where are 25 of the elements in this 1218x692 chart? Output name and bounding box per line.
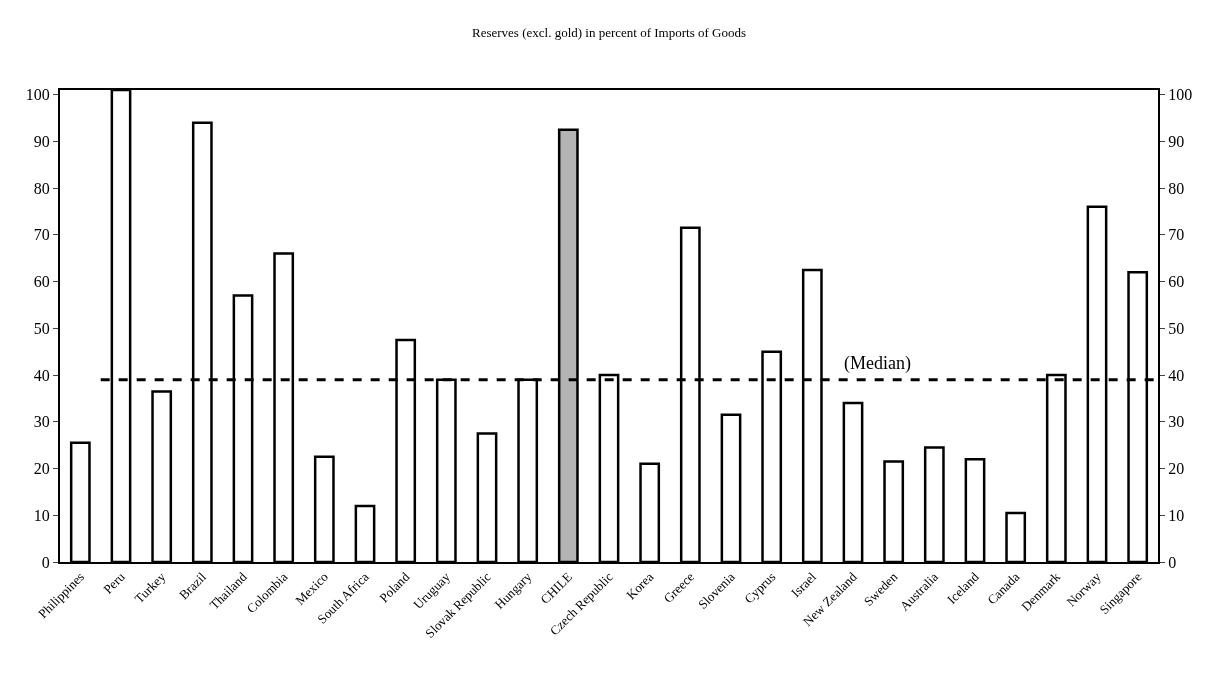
y2-tick-label: 40: [1168, 366, 1185, 384]
y2-tick-label: 50: [1168, 319, 1185, 337]
y-tick-label: 70: [33, 226, 50, 244]
y2-tick-label: 20: [1168, 460, 1185, 478]
y-tick-label: 0: [41, 553, 50, 571]
y2-tick-label: 0: [1168, 553, 1177, 571]
y2-tick-label: 80: [1168, 179, 1185, 197]
y-tick-label: 90: [33, 133, 50, 151]
y2-tick-label: 30: [1168, 413, 1185, 431]
y2-tick-label: 10: [1168, 506, 1185, 524]
ref-line-label: (Median): [844, 353, 911, 374]
y2-tick-label: 100: [1168, 86, 1193, 104]
y-tick-label: 100: [25, 86, 50, 104]
y-tick-label: 30: [33, 413, 50, 431]
x-tick-label: Peru: [100, 568, 129, 597]
y2-tick-label: 90: [1168, 133, 1185, 151]
y-tick-label: 50: [33, 319, 50, 337]
y-tick-label: 80: [33, 179, 50, 197]
y-tick-label: 20: [33, 460, 50, 478]
y2-tick-label: 70: [1168, 226, 1185, 244]
chart-title: Reserves (excl. gold) in percent of Imports of Goods: [471, 24, 747, 40]
y-tick-label: 60: [33, 273, 50, 291]
y-tick-label: 10: [33, 506, 50, 524]
y-tick-label: 40: [33, 366, 50, 384]
y2-tick-label: 60: [1168, 273, 1185, 291]
